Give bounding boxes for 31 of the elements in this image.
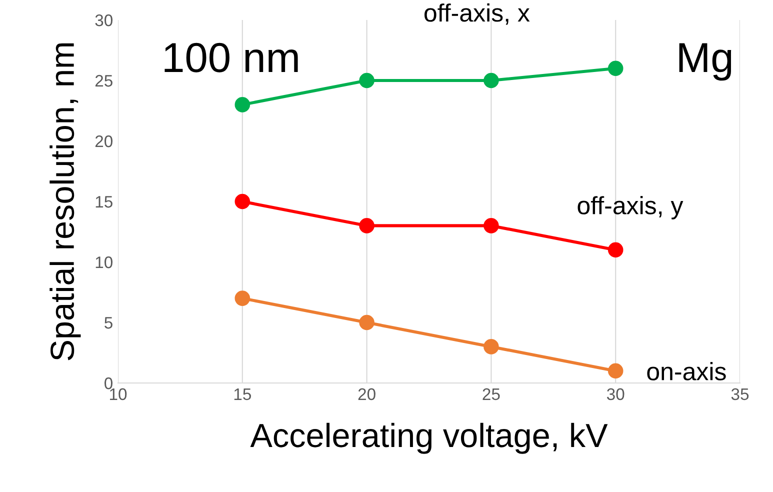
series-label: off-axis, y <box>578 196 684 220</box>
y-tick-label: 20 <box>95 135 112 148</box>
point <box>359 218 374 234</box>
y-axis-title: Spatial resolution, nm <box>50 43 81 360</box>
series-label: on-axis <box>647 362 726 380</box>
point <box>359 72 374 88</box>
point <box>234 97 250 112</box>
y-tick-label: 10 <box>96 256 112 268</box>
y-tick-label: 0 <box>104 377 112 390</box>
point <box>484 218 499 234</box>
point <box>234 194 250 210</box>
x-tick-label: 25 <box>482 388 500 400</box>
x-axis-title: Accelerating voltage, kV <box>250 422 608 454</box>
y-tick-label: 15 <box>96 196 112 208</box>
point <box>234 290 250 306</box>
annotation: Mg <box>679 43 732 81</box>
x-tick-label: 30 <box>606 388 624 400</box>
annotation: 100 nm <box>164 42 298 72</box>
x-tick-label: 20 <box>358 388 376 400</box>
point <box>359 314 374 330</box>
x-tick-label: 15 <box>234 388 251 400</box>
text: off-axis, x <box>424 3 530 25</box>
x-tick-label: 35 <box>731 388 749 400</box>
point <box>484 339 499 354</box>
point <box>608 60 624 76</box>
point <box>608 242 624 258</box>
point <box>608 363 624 379</box>
point <box>484 72 499 88</box>
y-tick-label: 30 <box>95 14 112 26</box>
y-tick-label: 5 <box>104 317 112 329</box>
y-tick-label: 25 <box>95 74 112 87</box>
